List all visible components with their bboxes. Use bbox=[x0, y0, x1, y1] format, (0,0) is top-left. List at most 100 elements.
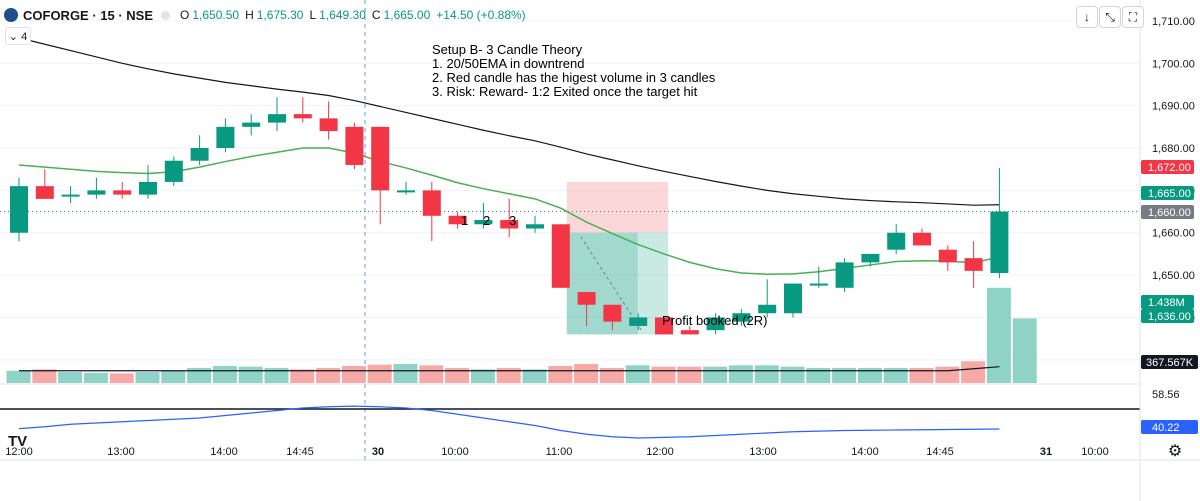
volume-bar bbox=[986, 287, 1011, 383]
candle-body bbox=[758, 304, 777, 314]
open-label: O bbox=[180, 8, 190, 22]
rsi-current-label: 40.22 bbox=[1152, 422, 1180, 434]
candle-body bbox=[500, 220, 519, 229]
scroll-down-button[interactable]: ↓ bbox=[1076, 6, 1098, 28]
candle-body bbox=[345, 126, 364, 165]
high-label: H bbox=[245, 8, 254, 22]
candle-body bbox=[87, 190, 106, 195]
candle-label-1: 1 bbox=[461, 213, 468, 228]
time-tick-label: 14:45 bbox=[286, 446, 314, 458]
volume-bar bbox=[290, 369, 315, 383]
time-tick-label: 12:00 bbox=[646, 446, 674, 458]
volume-bar bbox=[677, 366, 702, 383]
volume-bars bbox=[6, 287, 1037, 383]
time-tick-label: 30 bbox=[372, 446, 384, 458]
tradingview-logo-icon[interactable]: TV bbox=[8, 433, 28, 450]
volume-bar bbox=[367, 364, 392, 383]
price-tick-label: 1,710.00 bbox=[1152, 16, 1195, 28]
market-status-icon bbox=[161, 10, 171, 20]
candle-body bbox=[680, 330, 699, 335]
volume-bar bbox=[728, 365, 753, 383]
setup-note: Setup B- 3 Candle Theory 1. 20/50EMA in … bbox=[432, 43, 715, 99]
time-tick-label: 13:00 bbox=[749, 446, 777, 458]
high-value: 1,675.30 bbox=[256, 8, 304, 22]
close-value: 1,665.00 bbox=[383, 8, 431, 22]
candle-body bbox=[964, 258, 983, 271]
low-label: L bbox=[309, 8, 317, 22]
volume-bar bbox=[135, 372, 160, 383]
candle-body bbox=[655, 317, 673, 335]
candle-body bbox=[242, 122, 261, 127]
volume-bar bbox=[599, 368, 624, 383]
note-title: Setup B- 3 Candle Theory bbox=[432, 42, 583, 57]
volume-bar bbox=[419, 365, 444, 383]
volume-bar bbox=[109, 373, 134, 383]
volume-bar bbox=[264, 368, 289, 383]
close-label: C bbox=[371, 8, 381, 22]
volume-bar bbox=[522, 369, 547, 383]
price-tick-label: 1,690.00 bbox=[1152, 101, 1195, 113]
volume-ma-label: 367.567K bbox=[1146, 357, 1194, 369]
volume-bar bbox=[161, 370, 186, 383]
candle-body bbox=[913, 232, 931, 246]
price-marker-tag bbox=[1141, 186, 1194, 200]
candle-label-3: 3 bbox=[509, 213, 516, 228]
volume-bar bbox=[651, 366, 676, 383]
candle-body bbox=[293, 114, 312, 119]
time-tick-label: 10:00 bbox=[441, 446, 469, 458]
volume-bar bbox=[341, 366, 366, 383]
time-tick-label: 14:00 bbox=[210, 446, 238, 458]
maximize-button[interactable]: ⤡ bbox=[1099, 6, 1121, 28]
fullscreen-button[interactable]: ⛶ bbox=[1122, 6, 1144, 28]
candle-body bbox=[474, 220, 493, 225]
time-tick-label: 14:45 bbox=[926, 446, 954, 458]
price-tick-label: 1,660.00 bbox=[1152, 228, 1195, 240]
note-line-1: 1. 20/50EMA in downtrend bbox=[432, 56, 585, 71]
symbol-title[interactable]: COFORGE · 15 · NSE bbox=[23, 7, 154, 23]
candle-body bbox=[164, 160, 183, 182]
candle-body bbox=[448, 215, 467, 225]
candle-body bbox=[10, 186, 28, 233]
candle-body bbox=[706, 317, 725, 331]
candle-body bbox=[990, 211, 1009, 273]
volume-bar bbox=[32, 369, 57, 383]
gear-icon: ⚙ bbox=[1167, 443, 1183, 460]
candles bbox=[10, 97, 1009, 335]
volume-bar bbox=[1012, 318, 1037, 383]
settings-button[interactable]: ⚙ bbox=[1165, 441, 1185, 461]
volume-bar bbox=[780, 366, 805, 383]
rsi-pane bbox=[0, 383, 1140, 439]
legend-toggle-button[interactable]: ⌄ 4 bbox=[5, 27, 31, 45]
price-marker-label: 1,660.00 bbox=[1148, 207, 1191, 219]
candle-label-2: 2 bbox=[483, 213, 490, 228]
volume-bar bbox=[961, 361, 986, 383]
trade-path-line bbox=[580, 236, 644, 333]
time-tick-label: 31 bbox=[1040, 446, 1052, 458]
volume-bar bbox=[238, 366, 263, 383]
volume-bar bbox=[574, 363, 599, 383]
low-value: 1,649.30 bbox=[319, 8, 366, 22]
candle-body bbox=[139, 181, 157, 195]
candle-body bbox=[629, 317, 648, 326]
price-marker-label: 1,636.00 bbox=[1148, 311, 1191, 323]
candle-body bbox=[938, 249, 957, 263]
fullscreen-icon: ⛶ bbox=[1128, 9, 1138, 24]
volume-bar bbox=[857, 368, 882, 383]
volume-bar bbox=[393, 363, 418, 383]
grid bbox=[0, 0, 1140, 460]
volume-bar bbox=[832, 368, 857, 383]
time-tick-label: 11:00 bbox=[546, 446, 573, 458]
candle-body bbox=[577, 292, 596, 305]
price-tick-label: 1,650.00 bbox=[1152, 270, 1195, 282]
candle-body bbox=[526, 224, 544, 229]
volume-bar bbox=[703, 366, 728, 383]
arrow-down-icon: ↓ bbox=[1084, 10, 1090, 24]
candle-body bbox=[319, 118, 338, 132]
volume-bar bbox=[496, 368, 521, 383]
volume-bar bbox=[316, 368, 341, 383]
symbol-header: COFORGE · 15 · NSE O 1,650.50 H 1,675.30 L… bbox=[4, 5, 526, 25]
volume-bar bbox=[83, 372, 108, 383]
price-marker-label: 1,665.00 bbox=[1148, 188, 1191, 200]
candle-body bbox=[551, 224, 570, 288]
